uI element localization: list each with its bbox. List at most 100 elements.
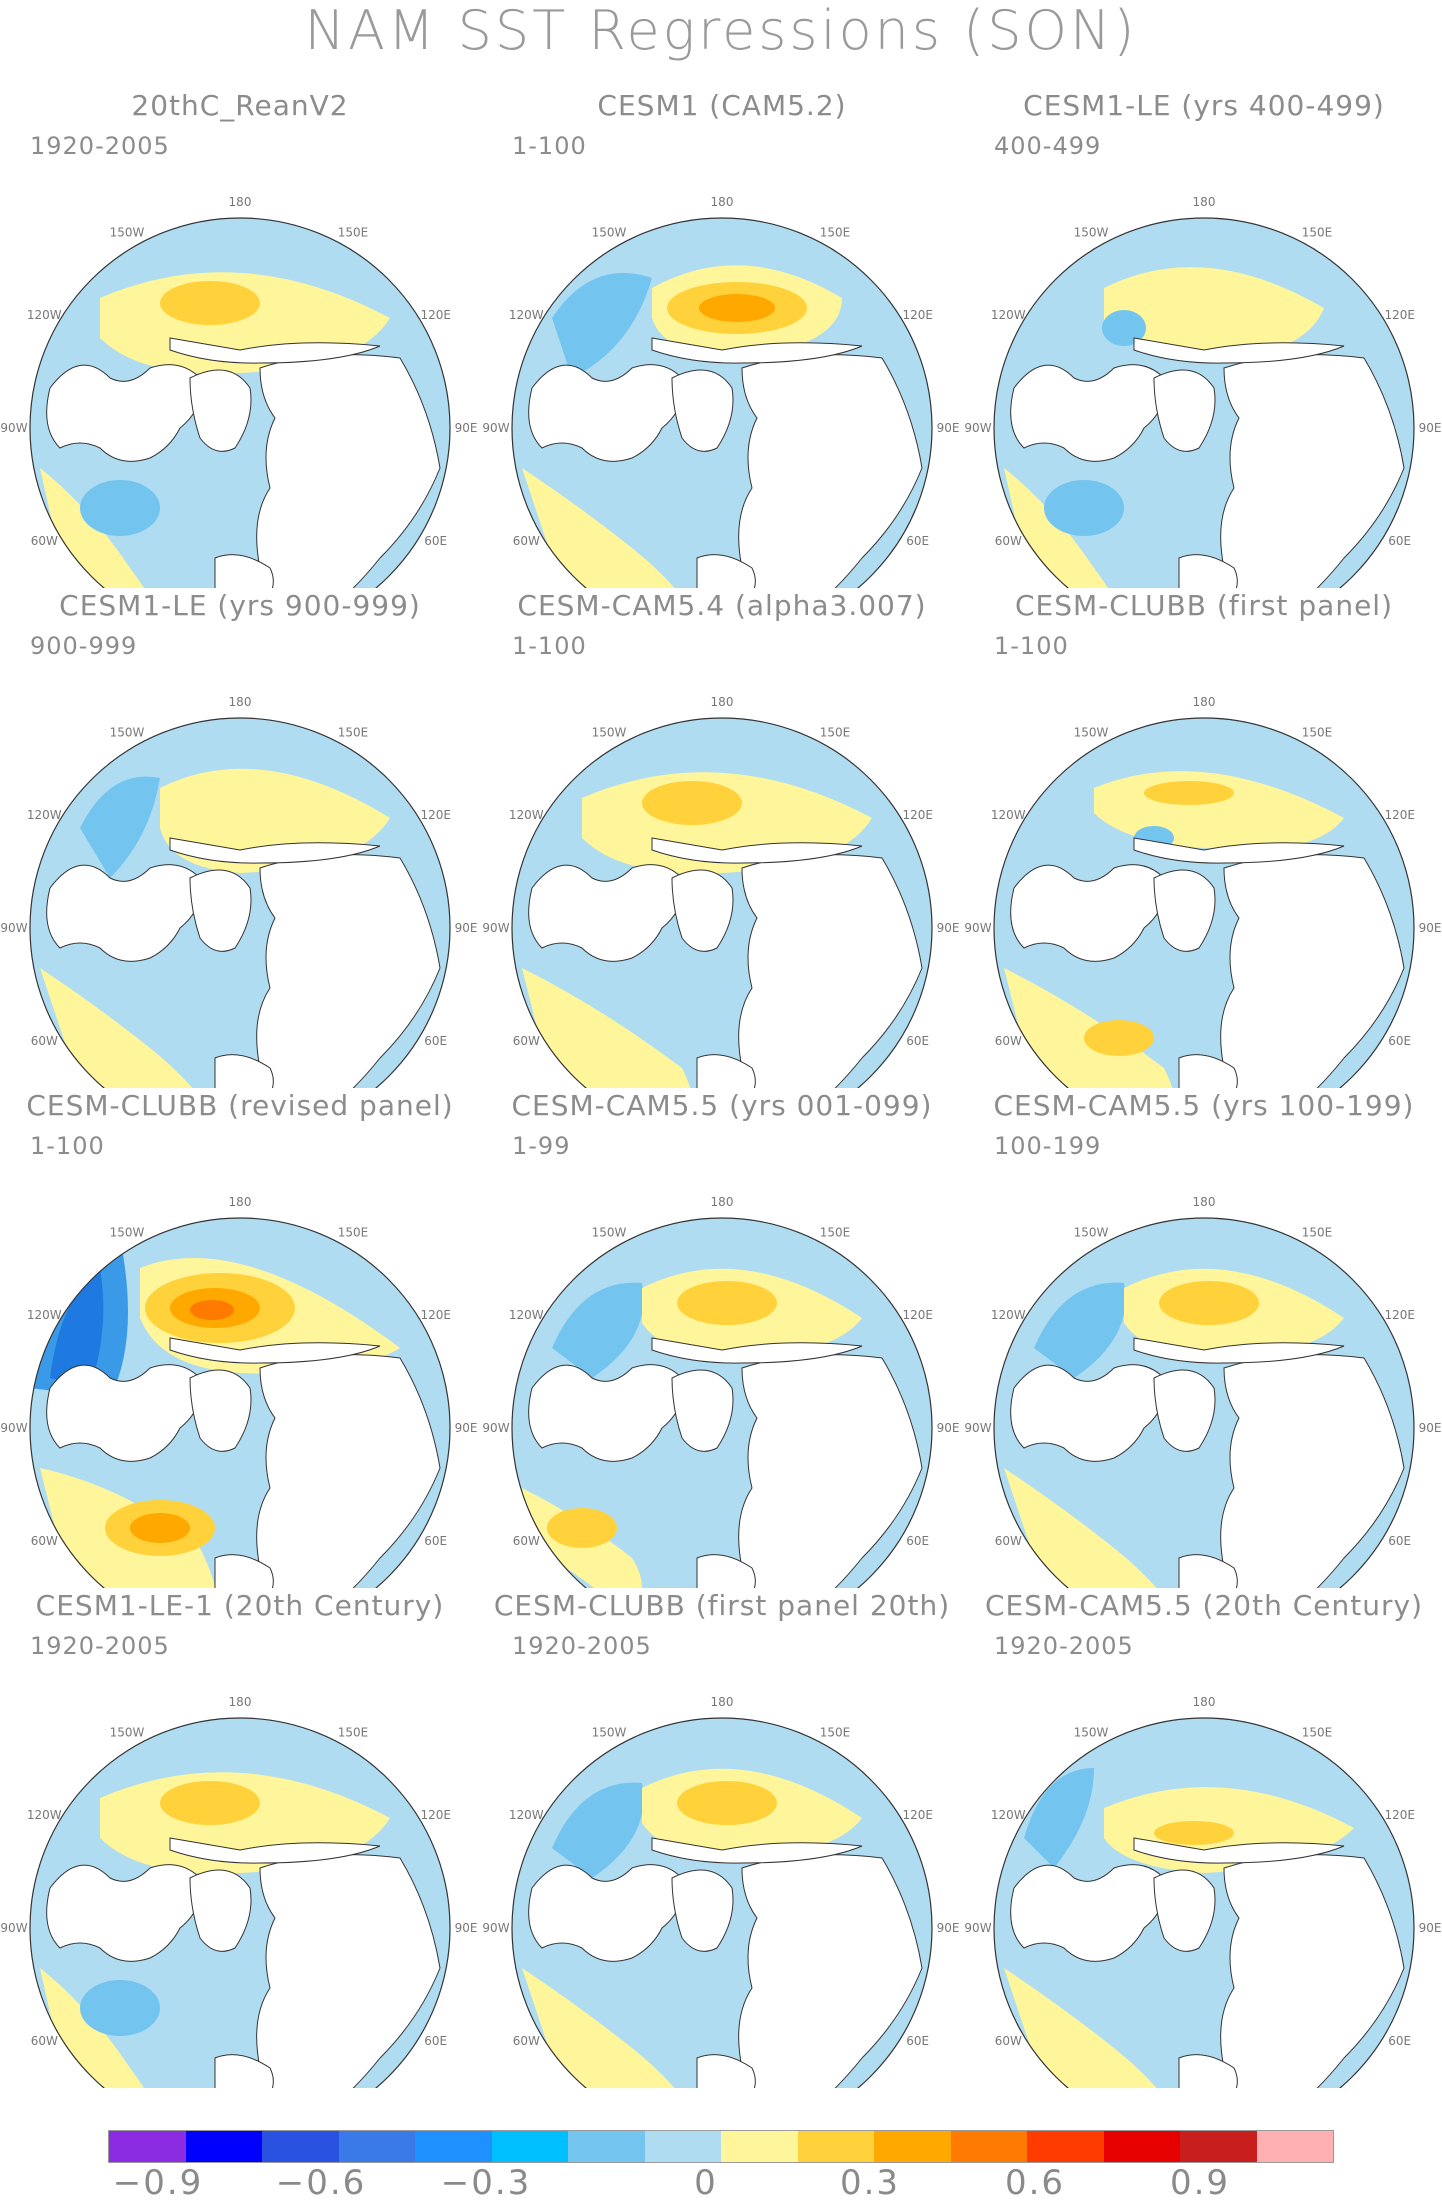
colorbar-tick-label: −0.6 [275, 2163, 367, 2203]
longitude-label: 90W [964, 1421, 991, 1435]
colorbar-tick-label: 0 [694, 2163, 718, 2203]
longitude-label: 90E [937, 1921, 960, 1935]
longitude-label: 120W [509, 1808, 544, 1822]
polar-map: 180150E120E90E60E30E030W60W90W120W150W [0, 1695, 478, 2088]
colorbar-swatch [568, 2131, 645, 2162]
longitude-label: 150E [820, 225, 851, 239]
panel-title: CESM-CAM5.5 (yrs 100-199) [993, 1089, 1415, 1122]
longitude-label: 60E [906, 1534, 929, 1548]
longitude-label: 90W [964, 421, 991, 435]
longitude-label: 150E [1302, 225, 1333, 239]
polar-map: 180150E120E90E60E30E030W60W90W120W150W [964, 1695, 1442, 2088]
longitude-label: 120E [420, 1808, 451, 1822]
longitude-label: 180 [229, 1195, 252, 1209]
longitude-label: 60E [1388, 1034, 1411, 1048]
longitude-label: 180 [229, 1695, 252, 1709]
longitude-label: 180 [711, 195, 734, 209]
longitude-label: 60W [995, 534, 1022, 548]
longitude-label: 150E [338, 725, 369, 739]
panel-year-range: 1-100 [30, 1132, 105, 1160]
colorbar-swatch [1103, 2131, 1180, 2162]
longitude-label: 120W [991, 808, 1026, 822]
longitude-label: 180 [1193, 195, 1216, 209]
panel-year-range: 1-100 [994, 632, 1069, 660]
longitude-label: 90W [0, 421, 27, 435]
longitude-label: 90W [964, 921, 991, 935]
longitude-label: 180 [229, 695, 252, 709]
longitude-label: 90E [1419, 421, 1442, 435]
longitude-label: 120E [902, 308, 933, 322]
panel-year-range: 1920-2005 [994, 1632, 1134, 1660]
map-panel: 180150E120E90E60E30E030W60W90W120W150W C… [0, 588, 480, 1088]
longitude-label: 120E [1384, 1308, 1415, 1322]
page-title: NAM SST Regressions (SON) [304, 0, 1138, 62]
longitude-label: 90W [964, 1921, 991, 1935]
panel-year-range: 1920-2005 [30, 132, 170, 160]
longitude-label: 90E [455, 921, 478, 935]
colorbar-swatch [644, 2131, 721, 2162]
longitude-label: 60W [31, 1034, 58, 1048]
panel-year-range: 1-99 [512, 1132, 571, 1160]
longitude-label: 90W [482, 921, 509, 935]
longitude-label: 90E [1419, 1921, 1442, 1935]
colorbar-swatch [185, 2131, 262, 2162]
colorbar-swatch [262, 2131, 339, 2162]
colorbar-swatch [1180, 2131, 1257, 2162]
longitude-label: 120E [1384, 308, 1415, 322]
longitude-label: 150E [338, 1725, 369, 1739]
polar-map: 180150E120E90E60E30E030W60W90W120W150W [964, 195, 1442, 588]
longitude-label: 60E [906, 1034, 929, 1048]
longitude-label: 90E [937, 921, 960, 935]
longitude-label: 150W [1074, 1225, 1109, 1239]
longitude-label: 150E [1302, 725, 1333, 739]
panel-title: CESM1-LE-1 (20th Century) [35, 1589, 445, 1622]
map-panel: 180150E120E90E60E30E030W60W90W120W150W C… [964, 1088, 1442, 1588]
map-panel: 180150E120E90E60E30E030W60W90W120W150W C… [964, 588, 1442, 1088]
longitude-label: 120E [902, 1808, 933, 1822]
polar-map: 180150E120E90E60E30E030W60W90W120W150W [964, 1195, 1441, 1588]
longitude-label: 180 [229, 195, 252, 209]
map-panel: 180150E120E90E60E30E030W60W90W120W150W C… [0, 1588, 480, 2088]
longitude-label: 150E [338, 1225, 369, 1239]
panel-year-range: 1-100 [512, 132, 587, 160]
polar-map: 180150E120E90E60E30E030W60W90W120W150W [482, 1695, 960, 2088]
longitude-label: 90W [482, 421, 509, 435]
colorbar-swatch [415, 2131, 492, 2162]
longitude-label: 120W [509, 1308, 544, 1322]
panel-title: CESM1-LE (yrs 900-999) [59, 589, 421, 622]
longitude-label: 150E [820, 725, 851, 739]
longitude-label: 180 [711, 1695, 734, 1709]
longitude-label: 120E [902, 1308, 933, 1322]
longitude-label: 90E [455, 421, 478, 435]
longitude-label: 150E [820, 1225, 851, 1239]
longitude-label: 60W [995, 1534, 1022, 1548]
longitude-label: 150W [1074, 1725, 1109, 1739]
longitude-label: 120W [27, 808, 62, 822]
longitude-label: 150E [820, 1725, 851, 1739]
longitude-label: 150W [110, 725, 145, 739]
panel-title: CESM-CAM5.5 (20th Century) [984, 1589, 1423, 1622]
longitude-label: 60W [995, 2034, 1022, 2048]
longitude-label: 180 [711, 695, 734, 709]
longitude-label: 120W [991, 308, 1026, 322]
longitude-label: 150W [1074, 225, 1109, 239]
polar-map: 180150E120E90E60E30E030W60W90W120W150W [482, 195, 959, 588]
longitude-label: 120W [509, 808, 544, 822]
longitude-label: 60W [31, 1534, 58, 1548]
panel-title: CESM-CAM5.4 (alpha3.007) [517, 589, 927, 622]
panel-title: CESM1 (CAM5.2) [597, 89, 847, 122]
longitude-label: 90E [455, 1921, 478, 1935]
polar-map: 180150E120E90E60E30E030W60W90W120W150W [482, 1195, 959, 1588]
map-panel: 180150E120E90E60E30E030W60W90W120W150W C… [964, 88, 1442, 588]
colorbar-swatch [721, 2131, 798, 2162]
longitude-label: 180 [711, 1195, 734, 1209]
colorbar-tick-label: 0.3 [839, 2163, 901, 2203]
longitude-label: 150E [338, 225, 369, 239]
polar-map: 180150E120E90E60E30E030W60W90W120W150W [0, 695, 478, 1088]
panel-title: 20thC_ReanV2 [131, 89, 349, 122]
longitude-label: 60E [1388, 2034, 1411, 2048]
longitude-label: 120E [1384, 1808, 1415, 1822]
panel-year-range: 900-999 [30, 632, 138, 660]
panel-year-range: 1920-2005 [30, 1632, 170, 1660]
longitude-label: 150W [110, 1225, 145, 1239]
